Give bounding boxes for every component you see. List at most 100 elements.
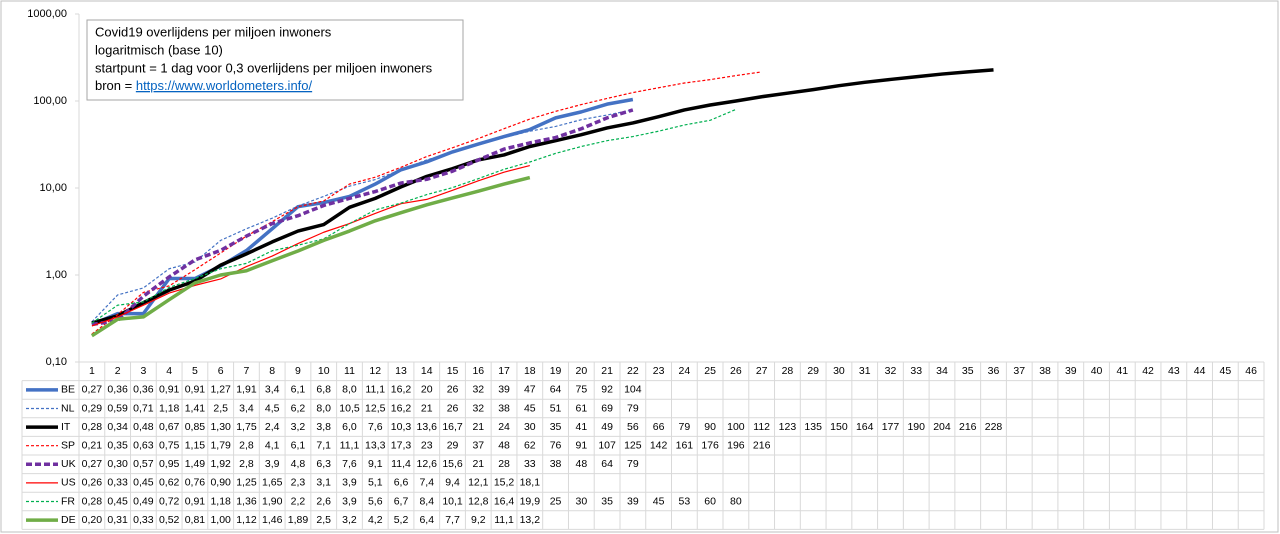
table-cell: 79: [627, 402, 639, 414]
table-cell: 7,6: [368, 421, 383, 433]
table-cell: 12,8: [468, 495, 489, 507]
table-cell: 9,4: [445, 477, 460, 489]
table-cell: 135: [804, 421, 822, 433]
x-tick-label: 5: [192, 365, 198, 377]
table-cell: 0,27: [82, 384, 103, 396]
source-link[interactable]: https://www.worldometers.info/: [136, 78, 313, 93]
table-cell: 1,30: [210, 421, 231, 433]
table-cell: 3,4: [239, 402, 254, 414]
table-cell: 51: [550, 402, 562, 414]
table-cell: 2,2: [291, 495, 306, 507]
series-line: [91, 108, 634, 327]
table-cell: 6,6: [394, 477, 409, 489]
x-tick-label: 8: [269, 365, 275, 377]
table-cell: 37: [472, 439, 484, 451]
table-cell: 4,1: [265, 439, 280, 451]
table-cell: 45: [524, 402, 536, 414]
table-cell: 38: [498, 402, 510, 414]
table-cell: 10,5: [339, 402, 360, 414]
table-cell: 0,27: [82, 458, 103, 470]
x-tick-label: 29: [807, 365, 819, 377]
table-cell: 8,0: [316, 402, 331, 414]
table-cell: 2,8: [239, 458, 254, 470]
table-cell: 16,2: [391, 402, 412, 414]
x-tick-label: 37: [1013, 365, 1025, 377]
x-tick-label: 12: [369, 365, 381, 377]
x-tick-label: 42: [1142, 365, 1154, 377]
x-tick-label: 27: [756, 365, 768, 377]
x-tick-label: 10: [318, 365, 330, 377]
table-cell: 3,2: [291, 421, 306, 433]
table-cell: 53: [679, 495, 691, 507]
table-cell: 142: [650, 439, 668, 451]
title-box-frame: [86, 19, 464, 101]
table-cell: 1,18: [210, 495, 231, 507]
table-cell: 5,6: [368, 495, 383, 507]
table-cell: 3,9: [342, 495, 357, 507]
table-cell: 30: [575, 495, 587, 507]
table-cell: 17,3: [391, 439, 412, 451]
table-cell: 0,26: [82, 477, 103, 489]
series-line: [91, 108, 737, 324]
table-cell: 18,1: [520, 477, 541, 489]
x-tick-label: 11: [344, 365, 355, 377]
series-line: [91, 71, 762, 335]
x-tick-label: 36: [988, 365, 1000, 377]
x-tick-label: 40: [1091, 365, 1103, 377]
table-cell: 20: [421, 384, 433, 396]
table-cell: 6,1: [291, 384, 306, 396]
table-cell: 11,1: [365, 384, 385, 396]
table-cell: 0,31: [107, 514, 128, 526]
table-cell: 26: [447, 402, 459, 414]
x-tick-label: 45: [1220, 365, 1232, 377]
table-cell: 30: [524, 421, 536, 433]
table-cell: 79: [679, 421, 691, 433]
x-tick-label: 21: [601, 365, 613, 377]
x-tick-label: 26: [730, 365, 742, 377]
table-cell: 64: [601, 458, 613, 470]
table-cell: 216: [959, 421, 977, 433]
table-cell: 41: [575, 421, 587, 433]
table-cell: 6,4: [419, 514, 434, 526]
table-cell: 32: [472, 384, 484, 396]
table-cell: 0,81: [185, 514, 206, 526]
legend-label: US: [61, 477, 76, 489]
table-cell: 69: [601, 402, 613, 414]
table-cell: 28: [498, 458, 510, 470]
table-cell: 1,79: [210, 439, 231, 451]
table-cell: 90: [704, 421, 716, 433]
legend-label: BE: [61, 384, 75, 396]
table-cell: 62: [524, 439, 536, 451]
series-line: [90, 175, 531, 338]
y-tick-label: 0,10: [46, 356, 67, 368]
table-cell: 10,1: [442, 495, 463, 507]
table-cell: 0,59: [107, 402, 128, 414]
table-cell: 1,41: [185, 402, 206, 414]
table-cell: 0,33: [133, 514, 154, 526]
table-cell: 12,6: [417, 458, 438, 470]
table-cell: 60: [704, 495, 716, 507]
table-cell: 15,6: [442, 458, 463, 470]
table-cell: 204: [933, 421, 951, 433]
chart-title: Covid19 overlijdens per miljoen inwoners: [95, 24, 332, 39]
table-cell: 196: [727, 439, 745, 451]
table-cell: 1,90: [262, 495, 283, 507]
table-cell: 3,8: [316, 421, 331, 433]
x-tick-label: 38: [1039, 365, 1051, 377]
table-cell: 107: [598, 439, 616, 451]
table-cell: 2,6: [316, 495, 331, 507]
table-cell: 1,65: [262, 477, 283, 489]
x-tick-label: 1: [89, 365, 95, 377]
table-cell: 16,7: [442, 421, 463, 433]
table-cell: 7,4: [419, 477, 434, 489]
table-cell: 3,9: [342, 477, 357, 489]
table-cell: 11,4: [391, 458, 411, 470]
table-cell: 177: [882, 421, 900, 433]
table-cell: 12,5: [365, 402, 386, 414]
table-cell: 6,0: [342, 421, 357, 433]
x-tick-label: 28: [782, 365, 794, 377]
table-cell: 104: [624, 384, 642, 396]
table-cell: 0,30: [107, 458, 128, 470]
table-cell: 10,3: [391, 421, 412, 433]
